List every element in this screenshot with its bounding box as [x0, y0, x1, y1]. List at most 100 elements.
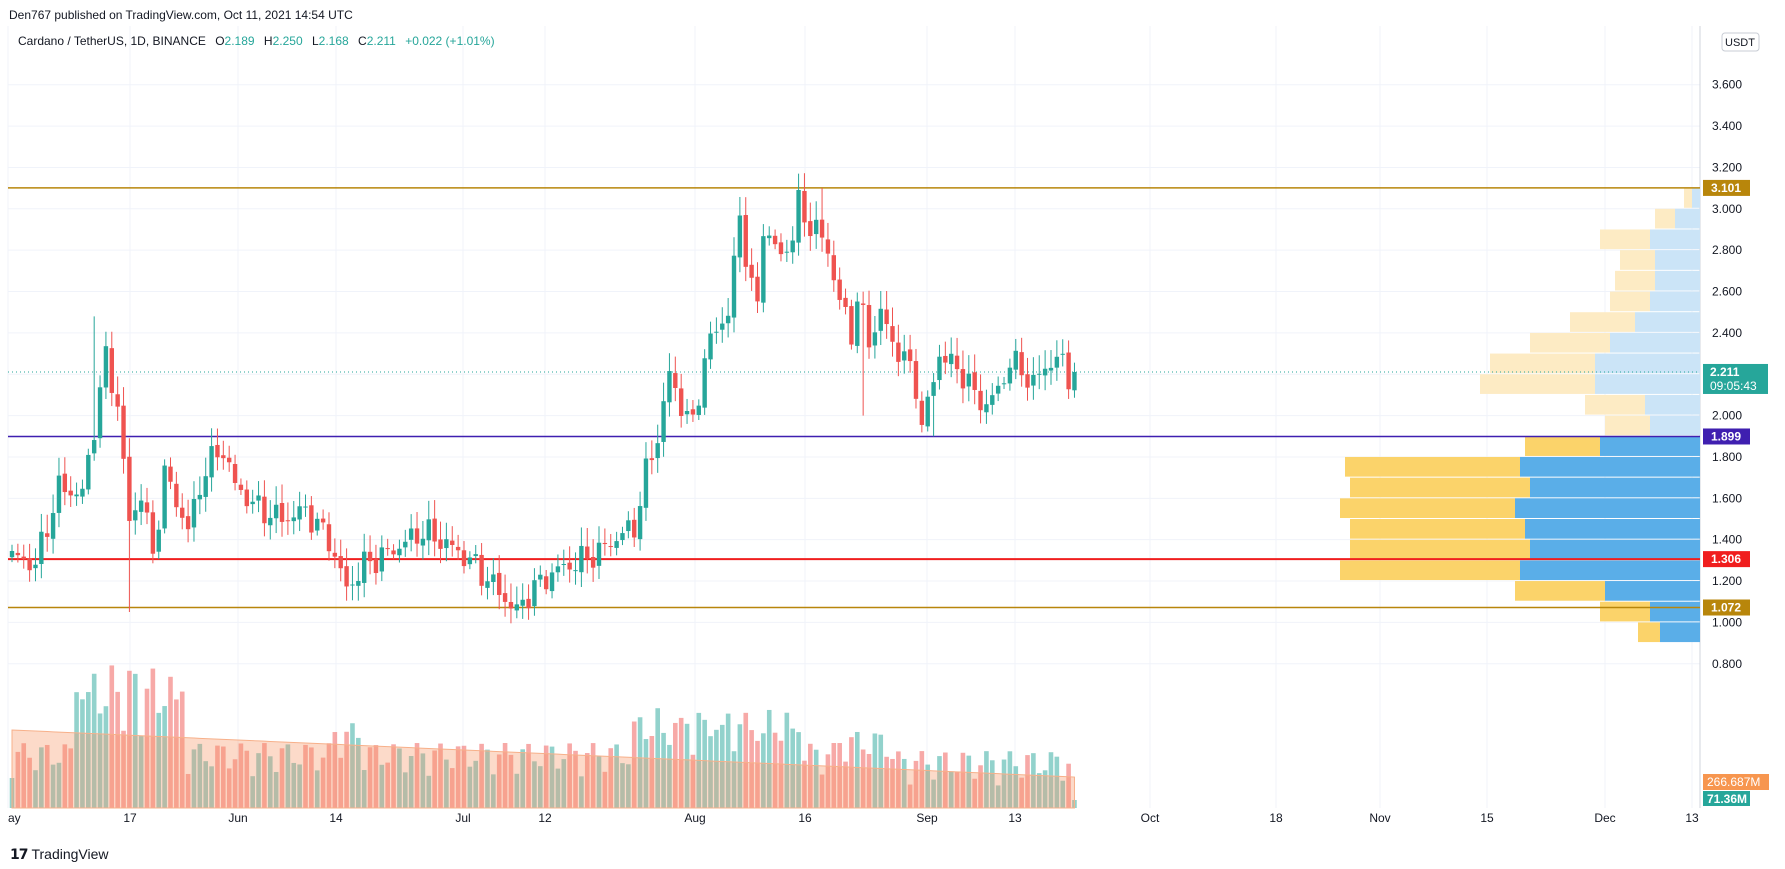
volume-bar [44, 744, 50, 808]
date-tick-label: 18 [1269, 811, 1283, 825]
volume-bar [179, 691, 185, 808]
candle-body [761, 236, 766, 303]
volume-profile-down [1600, 229, 1650, 250]
date-tick-label: Oct [1141, 811, 1160, 825]
volume-bar [273, 771, 279, 808]
volume-profile [1340, 188, 1700, 643]
price-tick-label: 3.400 [1712, 119, 1742, 133]
volume-profile-down [1638, 622, 1660, 643]
volume-bar [1036, 773, 1042, 808]
volume-bar [379, 764, 385, 808]
volume-bar [361, 770, 367, 808]
volume-profile-down [1570, 312, 1635, 332]
candle-body [138, 500, 144, 512]
volume-bar [538, 766, 543, 808]
volume-bar [303, 744, 308, 808]
volume-bar [532, 761, 537, 808]
volume-bar [485, 749, 490, 808]
candle-body [309, 505, 314, 533]
candle-body [502, 593, 508, 602]
volume-bar [91, 673, 97, 808]
candle-body [737, 215, 743, 258]
candle-body [45, 533, 50, 537]
tradingview-logo[interactable]: 17 TradingView [10, 846, 109, 863]
volume-bar [174, 699, 179, 808]
legend-low-label: L [312, 34, 319, 48]
volume-bar [590, 743, 596, 808]
candle-body [103, 346, 109, 388]
volume-profile-up [1530, 477, 1700, 498]
candle-body [420, 538, 426, 546]
volume-bar [714, 729, 719, 808]
last-price-badge: 2.211 [1710, 365, 1740, 379]
candle-body [432, 518, 437, 542]
volume-bar [39, 747, 44, 808]
volume-bar [121, 730, 126, 808]
candle-body [843, 297, 848, 307]
candle-body [244, 489, 249, 507]
tv-logo-icon: 17 [10, 847, 29, 863]
volume-bar [338, 757, 344, 808]
candle-body [943, 355, 948, 363]
volume-bar [890, 758, 895, 808]
candle-body [279, 503, 285, 522]
candle-body [990, 395, 995, 405]
date-tick-label: 12 [538, 811, 552, 825]
candle-body [403, 541, 408, 548]
volume-profile-up [1635, 312, 1700, 332]
date-tick-label: ay [8, 811, 21, 825]
volume-bar [549, 746, 555, 808]
volume-profile-up [1692, 188, 1700, 208]
volume-bar [684, 723, 690, 808]
volume-profile-down [1515, 581, 1605, 601]
candle-body [925, 396, 930, 427]
volume-last-badge: 71.36M [1707, 792, 1747, 806]
date-tick-label: Jul [455, 811, 470, 825]
candle-body [297, 506, 302, 520]
volume-bar [256, 753, 261, 808]
candle-body [221, 455, 226, 459]
volume-bar [115, 691, 120, 808]
candle-body [585, 546, 590, 559]
volume-bar [913, 760, 919, 808]
volume-bar [80, 699, 85, 808]
candle-body [1066, 352, 1071, 390]
currency-button[interactable]: USDT [1721, 32, 1760, 52]
volume-bar [1025, 755, 1030, 808]
volume-bar [191, 749, 197, 808]
legend-close-label: C [358, 34, 367, 48]
candle-body [332, 552, 338, 557]
candle-body [39, 531, 44, 564]
volume-bar [502, 743, 508, 808]
candle-body [315, 518, 320, 531]
price-tick-label: 2.400 [1712, 326, 1742, 340]
volume-profile-up [1610, 332, 1700, 353]
candle-body [455, 546, 461, 551]
brand-name: TradingView [31, 846, 109, 862]
candle-body [696, 405, 701, 415]
candle-body [326, 524, 332, 552]
candle-body [866, 305, 872, 348]
candle-body [350, 584, 355, 586]
candle-body [238, 484, 244, 490]
volume-profile-up [1595, 353, 1700, 374]
volume-bar [185, 773, 191, 808]
candle-body [426, 519, 431, 541]
level-badge-bg [1703, 428, 1750, 445]
price-tick-label: 3.600 [1712, 78, 1742, 92]
candle-body [978, 390, 983, 411]
volume-bar [62, 744, 68, 808]
volume-bar [50, 764, 56, 808]
candle-body [667, 371, 672, 403]
svg-text:Cardano / TetherUS, 1D, BINANC: Cardano / TetherUS, 1D, BINANCE O2.189 H… [18, 34, 495, 48]
volume-bar [1007, 751, 1013, 808]
candle-body [256, 495, 261, 501]
volume-bar [808, 743, 813, 808]
candle-body [397, 548, 402, 556]
candle-body [608, 546, 613, 548]
volume-bar [972, 778, 977, 808]
volume-bar [491, 774, 496, 808]
volume-bar [215, 745, 220, 808]
